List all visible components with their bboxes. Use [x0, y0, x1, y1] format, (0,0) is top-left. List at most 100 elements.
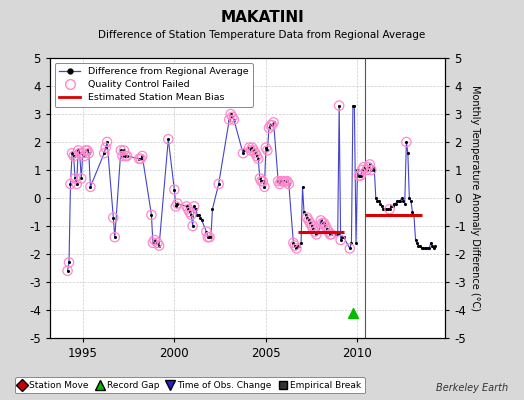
Point	[257, 178, 266, 184]
Point	[370, 167, 378, 173]
Point	[103, 139, 111, 145]
Point	[274, 178, 282, 184]
Point	[254, 156, 263, 162]
Point	[154, 240, 162, 246]
Point	[103, 139, 111, 145]
Point	[260, 184, 269, 190]
Point	[265, 125, 273, 131]
Point	[150, 237, 159, 243]
Point	[320, 220, 328, 226]
Point	[323, 226, 331, 232]
Point	[382, 206, 390, 212]
Point	[259, 178, 267, 184]
Point	[65, 259, 73, 266]
Point	[259, 178, 267, 184]
Point	[395, 198, 403, 204]
Point	[407, 198, 415, 204]
Point	[228, 114, 236, 120]
Point	[318, 220, 326, 226]
Point	[147, 212, 156, 218]
Point	[79, 150, 87, 156]
Point	[289, 240, 298, 246]
Point	[77, 175, 85, 182]
Point	[256, 175, 264, 182]
Point	[77, 175, 85, 182]
Point	[400, 200, 409, 207]
Point	[425, 245, 433, 252]
Point	[75, 150, 84, 156]
Point	[82, 147, 90, 154]
Point	[388, 203, 397, 210]
Point	[266, 122, 275, 128]
Point	[358, 167, 366, 173]
Point	[138, 153, 147, 159]
Point	[276, 181, 284, 187]
Point	[80, 153, 89, 159]
Point	[274, 178, 282, 184]
Point	[281, 178, 290, 184]
Point	[398, 195, 406, 201]
Point	[86, 184, 95, 190]
Point	[384, 206, 392, 212]
Point	[430, 245, 438, 252]
Point	[245, 144, 253, 151]
Point	[368, 164, 377, 170]
Point	[283, 178, 291, 184]
Point	[102, 144, 110, 151]
Point	[249, 147, 258, 154]
Point	[355, 172, 363, 179]
Point	[364, 164, 372, 170]
Point	[185, 209, 194, 215]
Point	[230, 116, 238, 123]
Point	[138, 153, 147, 159]
Point	[249, 147, 258, 154]
Point	[301, 212, 310, 218]
Point	[333, 231, 342, 238]
Point	[82, 147, 90, 154]
Point	[263, 147, 271, 154]
Point	[318, 220, 326, 226]
Point	[196, 214, 204, 221]
Point	[100, 150, 108, 156]
Point	[283, 178, 291, 184]
Point	[185, 209, 194, 215]
Point	[385, 206, 394, 212]
Point	[416, 242, 424, 249]
Point	[372, 195, 380, 201]
Point	[117, 147, 125, 154]
Point	[117, 147, 125, 154]
Point	[261, 144, 270, 151]
Point	[253, 153, 261, 159]
Legend: Difference from Regional Average, Quality Control Failed, Estimated Station Mean: Difference from Regional Average, Qualit…	[54, 63, 253, 107]
Point	[385, 206, 394, 212]
Point	[150, 237, 159, 243]
Point	[265, 125, 273, 131]
Point	[364, 164, 372, 170]
Point	[84, 150, 93, 156]
Point	[308, 223, 316, 229]
Point	[399, 198, 408, 204]
Point	[202, 228, 211, 235]
Point	[205, 234, 214, 240]
Point	[428, 242, 436, 249]
Point	[402, 139, 411, 145]
Point	[340, 234, 348, 240]
Point	[118, 153, 127, 159]
Point	[277, 178, 285, 184]
Point	[413, 240, 421, 246]
Point	[276, 181, 284, 187]
Point	[303, 214, 311, 221]
Point	[184, 206, 192, 212]
Point	[248, 144, 256, 151]
Point	[316, 217, 325, 224]
Point	[367, 167, 375, 173]
Point	[387, 203, 395, 210]
Point	[74, 147, 82, 154]
Point	[173, 200, 182, 207]
Point	[297, 240, 305, 246]
Point	[120, 147, 128, 154]
Point	[405, 195, 413, 201]
Point	[408, 209, 417, 215]
Point	[359, 164, 368, 170]
Point	[332, 231, 340, 238]
